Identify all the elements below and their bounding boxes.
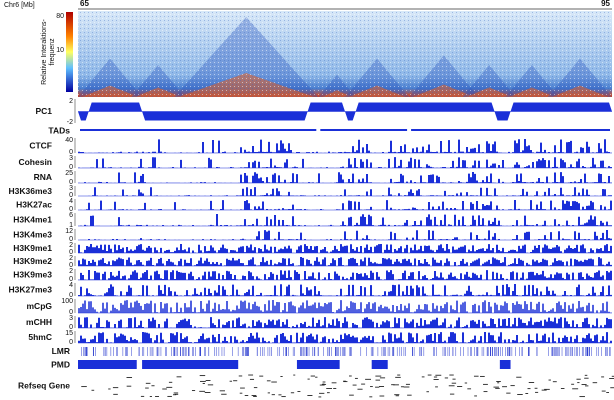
axis-end: 95 bbox=[601, 0, 610, 8]
track-scale: 0 bbox=[69, 179, 73, 186]
heatmap-texture bbox=[78, 11, 612, 97]
track-label: H3K27ac bbox=[16, 199, 52, 209]
pmd bbox=[371, 360, 388, 369]
heatmap-label: frequenz bbox=[49, 38, 56, 66]
track-scale: 2 bbox=[69, 268, 73, 275]
signal bbox=[78, 139, 612, 153]
track-scale: 15 bbox=[65, 330, 73, 337]
track-scale: 0 bbox=[69, 339, 73, 346]
track-scale: 0 bbox=[69, 262, 73, 269]
signal bbox=[78, 172, 612, 183]
track-scale: 3 bbox=[69, 185, 73, 192]
colorbar bbox=[66, 12, 73, 92]
track-scale: 0 bbox=[69, 324, 73, 331]
track-scale: 40 bbox=[65, 137, 73, 144]
track-scale: -2 bbox=[67, 119, 73, 126]
track-scale: 2 bbox=[69, 242, 73, 249]
track-scale: 2 bbox=[69, 98, 73, 105]
signal bbox=[78, 317, 612, 328]
track-label: mCHH bbox=[26, 317, 52, 327]
pmd bbox=[296, 360, 340, 369]
track-label: TADs bbox=[48, 125, 70, 135]
pmd bbox=[499, 360, 511, 369]
signal bbox=[78, 270, 612, 280]
pmd bbox=[78, 360, 137, 369]
track-scale: 1 bbox=[69, 222, 73, 229]
track-scale: 0 bbox=[69, 206, 73, 213]
track-label: H3K4me1 bbox=[13, 214, 52, 224]
track-scale: 0 bbox=[69, 192, 73, 199]
track-scale: 4 bbox=[69, 282, 73, 289]
track-label: H3K9me3 bbox=[13, 269, 52, 279]
signal bbox=[78, 157, 612, 168]
track-label: Refseq Gene bbox=[18, 380, 70, 390]
track-label: Cohesin bbox=[18, 157, 52, 167]
track-label: H3K9me2 bbox=[13, 256, 52, 266]
track-label: H3K4me3 bbox=[13, 229, 52, 239]
track-scale: 2 bbox=[69, 255, 73, 262]
signal bbox=[78, 214, 612, 226]
heatmap-label: Relative Interaktions- bbox=[41, 18, 48, 84]
axis-start: 65 bbox=[80, 0, 89, 8]
track-scale: 3 bbox=[69, 315, 73, 322]
colorbar-label: 10 bbox=[56, 47, 64, 54]
signal bbox=[78, 244, 612, 253]
track-scale: 4 bbox=[69, 198, 73, 205]
track-scale: 12 bbox=[65, 228, 73, 235]
track-label: LMR bbox=[52, 346, 70, 356]
track-label: CTCF bbox=[29, 140, 52, 150]
track-scale: 0 bbox=[69, 236, 73, 243]
signal bbox=[78, 230, 612, 240]
track-scale: 0 bbox=[69, 149, 73, 156]
track-label: 5hmC bbox=[28, 332, 52, 342]
track-label: H3K36me3 bbox=[9, 186, 53, 196]
signal bbox=[78, 300, 612, 313]
signal bbox=[78, 200, 612, 210]
signal bbox=[78, 187, 612, 196]
track-label: PMD bbox=[51, 359, 70, 369]
track-scale: 100 bbox=[61, 298, 73, 305]
pmd bbox=[142, 360, 239, 369]
track-scale: 0 bbox=[69, 292, 73, 299]
axis-label: Chr6 [Mb] bbox=[4, 2, 35, 9]
track-label: RNA bbox=[34, 172, 52, 182]
signal bbox=[78, 257, 612, 266]
track-label: PC1 bbox=[35, 106, 52, 116]
track-scale: 0 bbox=[69, 164, 73, 171]
signal bbox=[78, 332, 612, 343]
track-label: H3K27me3 bbox=[9, 284, 53, 294]
track-scale: 3 bbox=[69, 155, 73, 162]
track-scale: 0 bbox=[69, 309, 73, 316]
track-scale: 0 bbox=[69, 276, 73, 283]
track-label: mCpG bbox=[27, 301, 53, 311]
track-label: H3K9me1 bbox=[13, 243, 52, 253]
track-scale: 25 bbox=[65, 170, 73, 177]
track-scale: 6 bbox=[69, 212, 73, 219]
colorbar-label: 80 bbox=[56, 13, 64, 20]
track-scale: 0 bbox=[69, 249, 73, 256]
signal bbox=[78, 284, 612, 296]
